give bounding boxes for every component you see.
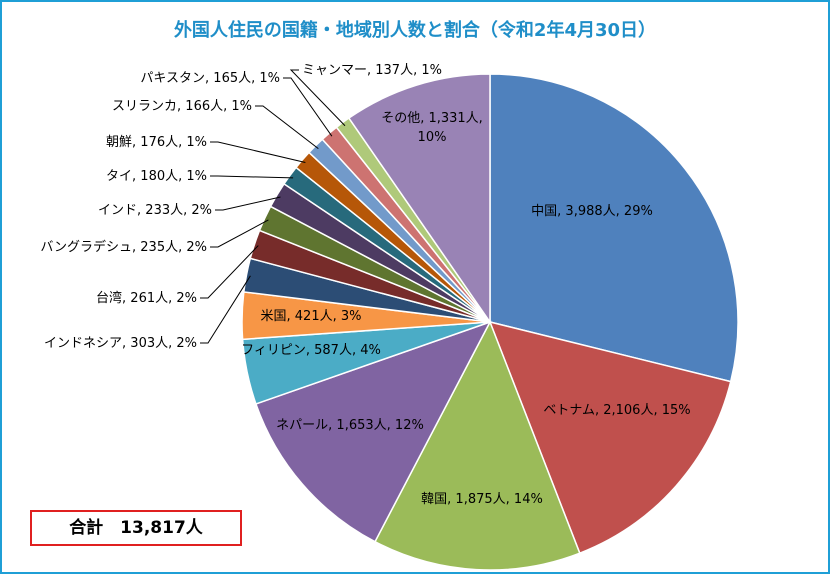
- leader-line-10: [210, 175, 294, 179]
- slice-label-10: タイ, 180人, 1%: [106, 169, 207, 184]
- pie-slice-0: [489, 73, 739, 383]
- slice-label-9: インド, 233人, 2%: [98, 203, 212, 218]
- slice-label-11: 朝鮮, 176人, 1%: [106, 135, 207, 150]
- chart-title: 外国人住民の国籍・地域別人数と割合（令和2年4月30日）: [173, 20, 657, 41]
- slice-label-2: 韓国, 1,875人, 14%: [421, 492, 543, 507]
- leader-line-12: [255, 105, 319, 149]
- slice-label-6: インドネシア, 303人, 2%: [44, 336, 197, 351]
- leader-line-8: [210, 219, 269, 248]
- slice-label-7: 台湾, 261人, 2%: [96, 290, 197, 306]
- slice-label-4: フィリピン, 587人, 4%: [241, 343, 381, 358]
- slice-label-3: ネパール, 1,653人, 12%: [276, 418, 424, 433]
- slice-label-13: パキスタン, 165人, 1%: [140, 71, 280, 86]
- slice-label-14: ミャンマー, 137人, 1%: [302, 63, 442, 78]
- slice-label-15: その他, 1,331人, 10%: [381, 111, 483, 145]
- slice-label-5: 米国, 421人, 3%: [261, 309, 362, 324]
- slice-label-8: バングラデシュ, 235人, 2%: [40, 239, 207, 255]
- slice-label-1: ベトナム, 2,106人, 15%: [543, 403, 690, 418]
- slice-label-0: 中国, 3,988人, 29%: [531, 204, 653, 219]
- leader-line-7: [200, 245, 259, 299]
- leader-line-13: [283, 77, 333, 137]
- leader-line-11: [210, 141, 306, 163]
- total-count-box: 合計 13,817人: [30, 510, 242, 546]
- slice-label-12: スリランカ, 166人, 1%: [112, 99, 252, 114]
- leader-line-14: [289, 69, 346, 127]
- pie-slice-3: [254, 320, 492, 543]
- pie-slice-2: [373, 320, 581, 571]
- pie-slice-15: [347, 73, 491, 325]
- leader-line-9: [215, 196, 281, 211]
- leader-line-6: [200, 275, 251, 344]
- pie-slice-1: [488, 320, 732, 555]
